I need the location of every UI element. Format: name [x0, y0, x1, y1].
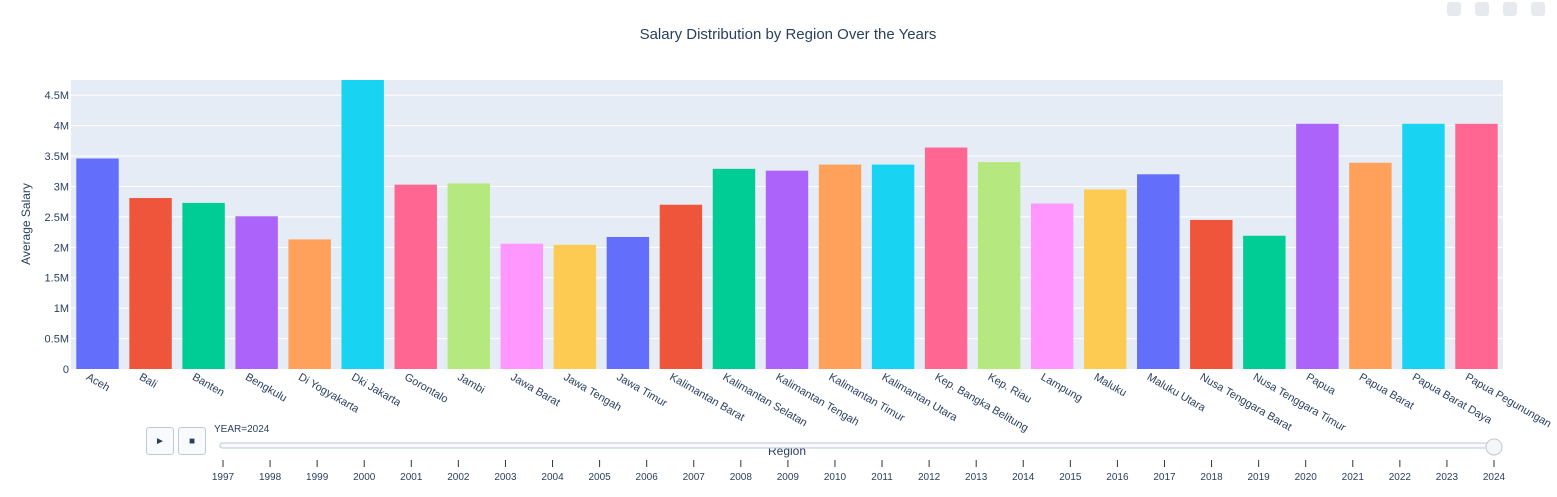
x-tick-label: Maluku — [1092, 371, 1129, 399]
x-tick-label: Jambi — [455, 371, 486, 396]
x-tick-label: Lampung — [1039, 371, 1085, 404]
bar[interactable] — [447, 183, 490, 369]
bar[interactable] — [606, 236, 650, 369]
bar[interactable] — [1402, 123, 1445, 370]
slider-year-label[interactable]: 2012 — [918, 472, 941, 483]
slider-year-label[interactable]: 2023 — [1436, 472, 1459, 483]
bar[interactable] — [1349, 162, 1392, 369]
slider-year-label[interactable]: 2000 — [353, 472, 376, 483]
slider-year-label[interactable]: 2002 — [447, 472, 470, 483]
bar[interactable] — [553, 244, 597, 369]
bar[interactable] — [977, 162, 1021, 369]
bar[interactable] — [1030, 203, 1074, 369]
x-tick-label: Jawa Barat — [508, 371, 562, 409]
bar[interactable] — [76, 158, 119, 369]
bar[interactable] — [818, 164, 862, 369]
x-tick-label: Jawa Tengah — [561, 371, 623, 414]
slider-year-label[interactable]: 2015 — [1059, 472, 1082, 483]
bar[interactable] — [341, 80, 384, 369]
slider-year-label[interactable]: 1997 — [212, 472, 235, 483]
y-tick-label: 0 — [63, 364, 69, 376]
slider-year-label[interactable]: 2010 — [824, 472, 847, 483]
y-tick-label: 2M — [54, 242, 69, 254]
slider-year-label[interactable]: 2021 — [1342, 472, 1365, 483]
slider-year-label[interactable]: 2017 — [1153, 472, 1176, 483]
x-tick-label: Kep. Bangka Belitung — [933, 371, 1031, 434]
bar[interactable] — [500, 243, 544, 369]
y-tick-label: 4.5M — [45, 90, 69, 102]
slider-current-value: YEAR=2024 — [214, 424, 270, 435]
slider-year-label[interactable]: 2020 — [1295, 472, 1318, 483]
slider-year-label[interactable]: 2022 — [1389, 472, 1412, 483]
bar[interactable] — [924, 147, 968, 369]
bar[interactable] — [129, 198, 172, 369]
slider-year-label[interactable]: 2024 — [1483, 472, 1506, 483]
x-tick-label: Bali — [137, 371, 159, 391]
bar[interactable] — [712, 168, 756, 369]
bar[interactable] — [659, 204, 703, 369]
slider-year-label[interactable]: 2008 — [730, 472, 753, 483]
slider-year-label[interactable]: 2009 — [777, 472, 800, 483]
slider-year-label[interactable]: 2011 — [871, 472, 893, 483]
y-axis-title: Average Salary — [19, 183, 33, 265]
y-tick-label: 3.5M — [45, 151, 69, 163]
y-tick-label: 3M — [54, 181, 69, 193]
x-tick-label: Papua Barat — [1357, 371, 1416, 412]
x-tick-label: Aceh — [84, 371, 112, 394]
stop-button[interactable]: ■ — [178, 427, 206, 455]
slider-year-label[interactable]: 1998 — [259, 472, 282, 483]
x-tick-label: Kep. Riau — [986, 371, 1034, 406]
camera-icon[interactable] — [1447, 2, 1461, 16]
x-tick-label: Banten — [190, 371, 226, 399]
x-tick-label: Maluku Utara — [1145, 371, 1208, 415]
y-tick-label: 1M — [54, 303, 69, 315]
zoom-icon[interactable] — [1475, 2, 1489, 16]
bar[interactable] — [871, 164, 915, 369]
x-tick-label: Papua Pegunungan — [1463, 371, 1553, 430]
home-icon[interactable] — [1531, 2, 1545, 16]
slider-year-label[interactable]: 2006 — [636, 472, 659, 483]
slider-year-label[interactable]: 2019 — [1248, 472, 1271, 483]
bar[interactable] — [1296, 123, 1339, 370]
x-tick-label: Nusa Tenggara Barat — [1198, 371, 1294, 433]
y-tick-label: 4M — [54, 121, 69, 133]
chart-title: Salary Distribution by Region Over the Y… — [640, 26, 937, 43]
x-tick-label: Gorontalo — [402, 371, 450, 406]
bar[interactable] — [1243, 235, 1286, 369]
x-tick-label: Bengkulu — [243, 371, 289, 404]
slider-rail[interactable] — [219, 442, 1498, 449]
bar[interactable] — [1190, 219, 1233, 369]
bar[interactable] — [1137, 174, 1180, 369]
slider-year-label[interactable]: 2005 — [588, 472, 611, 483]
x-tick-label: Papua — [1304, 371, 1338, 398]
slider-year-label[interactable]: 2001 — [400, 472, 423, 483]
bar[interactable] — [288, 239, 331, 369]
modebar — [1447, 2, 1545, 16]
x-tick-label: Nusa Tenggara Timur — [1251, 371, 1348, 434]
bar[interactable] — [1084, 189, 1127, 369]
y-tick-label: 2.5M — [45, 212, 69, 224]
play-button[interactable]: ► — [146, 427, 174, 455]
bar[interactable] — [182, 202, 225, 369]
slider-year-label[interactable]: 2014 — [1012, 472, 1035, 483]
pan-icon[interactable] — [1503, 2, 1517, 16]
slider-year-label[interactable]: 2016 — [1106, 472, 1129, 483]
bar[interactable] — [235, 216, 278, 369]
y-tick-label: 0.5M — [45, 334, 69, 346]
slider-year-label[interactable]: 2003 — [494, 472, 517, 483]
slider-year-label[interactable]: 2013 — [965, 472, 988, 483]
slider-year-label[interactable]: 1999 — [306, 472, 329, 483]
bar[interactable] — [1455, 123, 1498, 370]
y-tick-label: 1.5M — [45, 273, 69, 285]
slider-handle[interactable] — [1485, 438, 1503, 456]
bar[interactable] — [394, 184, 437, 369]
slider-year-label[interactable]: 2004 — [541, 472, 564, 483]
slider-year-label[interactable]: 2018 — [1200, 472, 1223, 483]
slider-year-label[interactable]: 2007 — [683, 472, 706, 483]
bar[interactable] — [765, 170, 809, 369]
